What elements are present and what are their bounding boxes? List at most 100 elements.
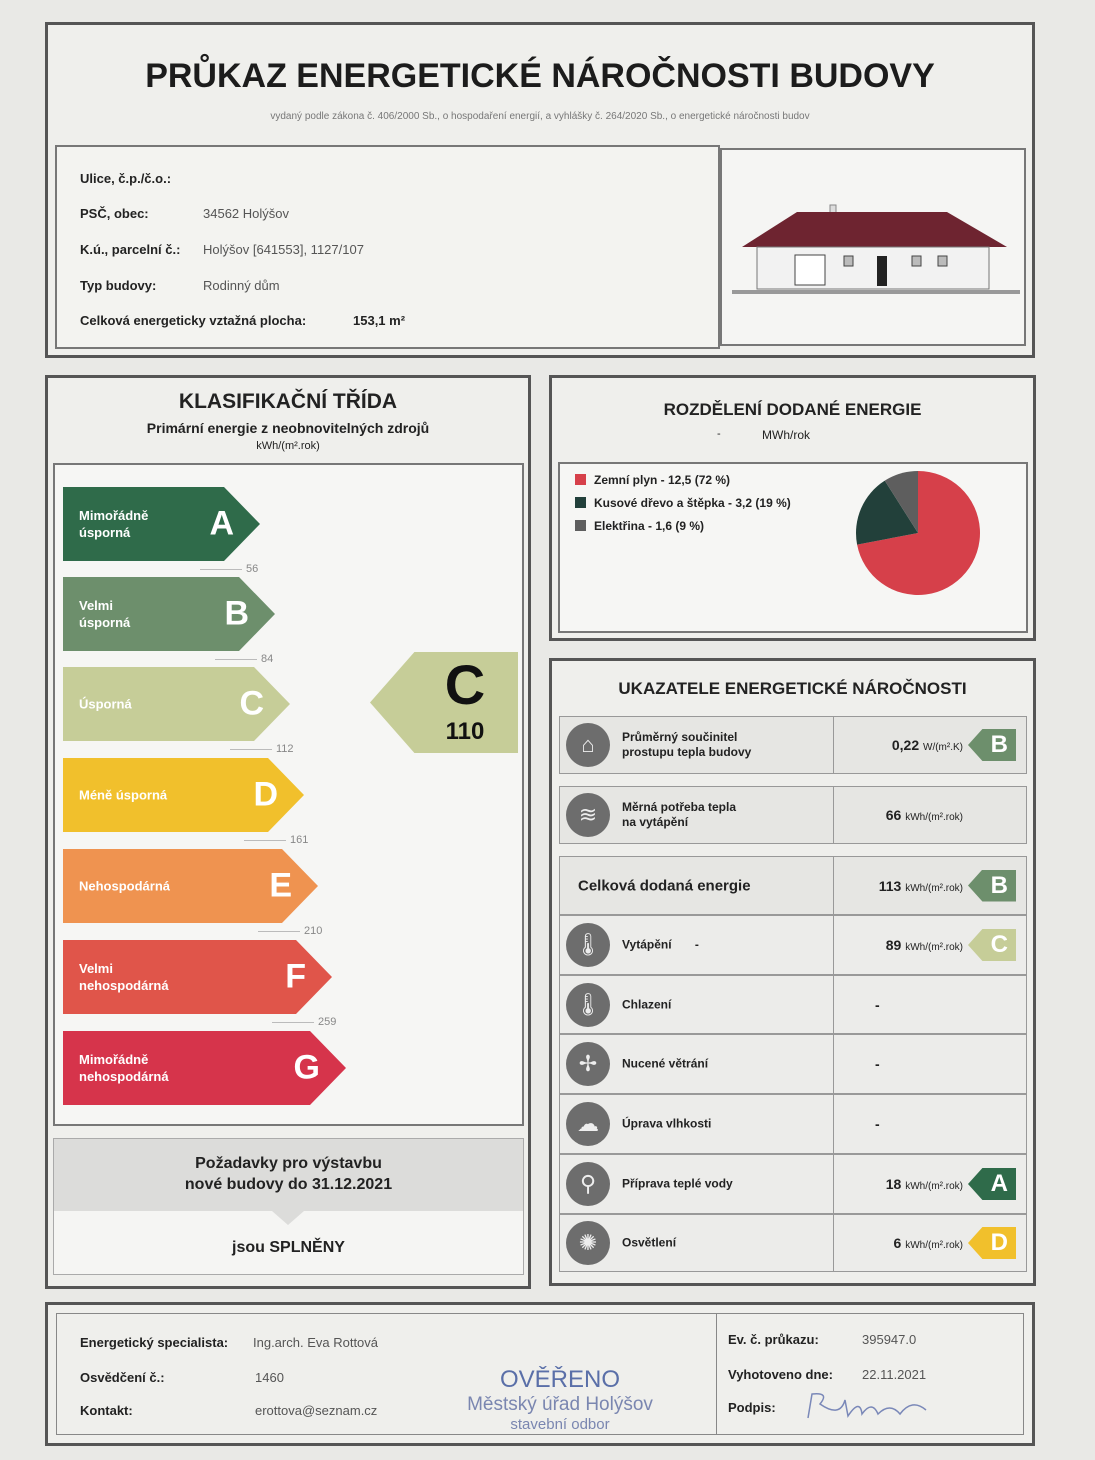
class-letter: F bbox=[285, 957, 306, 996]
pie-slice bbox=[856, 480, 918, 545]
class-bar-f: Velmi nehospodárná F bbox=[63, 940, 332, 1014]
verification-stamp: OVĚŘENO Městský úřad Holýšov stavební od… bbox=[430, 1366, 690, 1433]
class-badge: B bbox=[968, 869, 1016, 902]
class-badge: D bbox=[968, 1227, 1016, 1259]
class-label: Mimořádně úsporná bbox=[79, 508, 149, 540]
indicator-row: ⌂ Průměrný součinitel prostupu tepla budo… bbox=[559, 716, 1027, 774]
footer-value: 1460 bbox=[255, 1370, 284, 1385]
lightbulb-icon: ✺ bbox=[566, 1221, 610, 1265]
value-number: 113 bbox=[878, 877, 902, 894]
indicator-name: Chlazení bbox=[622, 997, 672, 1011]
indicator-row: ✢ Nucené větrání - bbox=[559, 1034, 1027, 1094]
footer-value: 22.11.2021 bbox=[862, 1367, 927, 1382]
class-threshold: 259 bbox=[318, 1016, 337, 1028]
class-letter: A bbox=[209, 504, 234, 543]
value-unit: W/(m².K) bbox=[923, 742, 963, 753]
document-subtitle: vydaný podle zákona č. 406/2000 Sb., o h… bbox=[270, 111, 810, 122]
class-label: Nehospodárná bbox=[79, 878, 171, 894]
cooling-thermometer-icon: 🌡 bbox=[566, 982, 610, 1027]
class-badge: C bbox=[968, 929, 1016, 961]
class-label: Úsporná bbox=[79, 696, 132, 712]
footer-label: Osvědčení č.: bbox=[80, 1370, 165, 1385]
legend-item: Kusové dřevo a štěpka - 3,2 (19 %) bbox=[575, 496, 791, 510]
footer-label: Podpis: bbox=[728, 1400, 776, 1415]
class-bar-e: Nehospodárná E bbox=[63, 849, 318, 923]
legend-item: Zemní plyn - 12,5 (72 %) bbox=[575, 473, 730, 487]
class-label: Méně úsporná bbox=[79, 787, 168, 803]
value-unit: kWh/(m².rok) bbox=[905, 1181, 963, 1192]
indicators-title: UKAZATELE ENERGETICKÉ NÁROČNOSTI bbox=[618, 679, 967, 698]
field-label: Ulice, č.p./č.o.: bbox=[80, 171, 172, 186]
class-letter: G bbox=[293, 1048, 320, 1087]
footer-value: 395947.0 bbox=[862, 1332, 917, 1347]
class-bar-d: Méně úsporná D bbox=[63, 758, 304, 832]
class-bar-a: Mimořádně úsporná A bbox=[63, 487, 260, 561]
indicator-value: - bbox=[875, 1056, 1003, 1072]
field-label: Typ budovy: bbox=[80, 278, 157, 293]
building-image-frame bbox=[720, 148, 1026, 346]
value-number: 6 bbox=[893, 1235, 902, 1251]
indicator-name: Průměrný součinitel prostupu tepla budov… bbox=[622, 730, 752, 759]
current-class-value: 110 bbox=[445, 718, 485, 745]
indicator-name: Nucené větrání bbox=[622, 1056, 709, 1071]
indicator-row: 🌡 Vytápění - 89 kWh/(m².rok) C bbox=[559, 915, 1027, 975]
document-title: PRŮKAZ ENERGETICKÉ NÁROČNOSTI BUDOVY bbox=[145, 57, 935, 95]
humidity-icon: ☁ bbox=[566, 1102, 610, 1146]
indicator-value: 18 kWh/(m².rok) bbox=[835, 1176, 963, 1192]
classification-title: KLASIFIKAČNÍ TŘÍDA bbox=[178, 390, 398, 413]
footer-label: Kontakt: bbox=[80, 1403, 133, 1418]
indicator-row: Celková dodaná energie 113 kWh/(m².rok) B bbox=[559, 856, 1027, 915]
building-info bbox=[55, 145, 720, 349]
class-label: Velmi nehospodárná bbox=[79, 961, 169, 993]
field-value: 153,1 m² bbox=[353, 313, 406, 328]
legend-item: Elektřina - 1,6 (9 %) bbox=[575, 519, 704, 533]
value-number: 89 bbox=[885, 937, 902, 953]
indicator-name: Měrná potřeba tepla na vytápění bbox=[622, 800, 737, 829]
class-label: Mimořádně nehospodárná bbox=[79, 1052, 169, 1084]
requirements-box: Požadavky pro výstavbu nové budovy do 31… bbox=[53, 1138, 524, 1275]
value-unit: kWh/(m².rok) bbox=[905, 942, 963, 953]
distribution-unit: MWh/rok bbox=[762, 428, 810, 442]
legend-swatch bbox=[575, 474, 586, 485]
field-label: PSČ, obec: bbox=[80, 206, 149, 221]
indicator-row: ≋ Měrná potřeba tepla na vytápění 66 kWh/(… bbox=[559, 786, 1027, 844]
field-value: Holýšov [641553], 1127/107 bbox=[203, 242, 364, 257]
classification-unit: kWh/(m².rok) bbox=[256, 440, 320, 452]
indicator-value: 89 kWh/(m².rok) bbox=[835, 937, 963, 953]
legend-swatch bbox=[575, 520, 586, 531]
legend-label: Elektřina - 1,6 (9 %) bbox=[594, 519, 705, 533]
faucet-icon: ⚲ bbox=[566, 1162, 610, 1206]
class-badge: A bbox=[968, 1168, 1016, 1200]
legend-swatch bbox=[575, 497, 586, 508]
indicator-row: ⚲ Příprava teplé vody 18 kWh/(m².rok) A bbox=[559, 1154, 1027, 1214]
class-letter: E bbox=[269, 866, 292, 905]
value-unit: kWh/(m².rok) bbox=[905, 812, 963, 823]
class-label: Velmi úsporná bbox=[79, 598, 131, 630]
heat-demand-icon: ≋ bbox=[566, 793, 610, 837]
heating-thermometer-icon: 🌡 bbox=[566, 923, 610, 967]
indicator-value: - bbox=[875, 1116, 1003, 1132]
footer-label: Ev. č. průkazu: bbox=[728, 1332, 819, 1347]
indicator-name: Příprava teplé vody bbox=[622, 1176, 733, 1191]
class-bar-c: Úsporná C bbox=[63, 667, 290, 741]
field-label: Celková energeticky vztažná plocha: bbox=[80, 313, 307, 328]
indicator-value: 113 kWh/(m².rok) bbox=[835, 878, 963, 894]
requirements-result: jsou SPLNĚNY bbox=[232, 1239, 345, 1256]
stamp-line-3: stavební odbor bbox=[510, 1416, 610, 1433]
requirements-title: Požadavky pro výstavbu nové budovy do 31… bbox=[184, 1155, 393, 1193]
indicator-name: Vytápění - bbox=[622, 937, 699, 952]
indicator-value: - bbox=[875, 997, 1003, 1013]
stamp-line-2: Městský úřad Holýšov bbox=[467, 1394, 653, 1415]
class-threshold: 210 bbox=[304, 925, 323, 937]
indicator-row: 🌡 Chlazení - bbox=[559, 975, 1027, 1034]
legend-label: Zemní plyn - 12,5 (72 %) bbox=[594, 473, 731, 487]
distribution-title: ROZDĚLENÍ DODANÉ ENERGIE bbox=[663, 400, 922, 419]
class-threshold: 56 bbox=[246, 563, 259, 575]
distribution-pie-chart bbox=[856, 471, 980, 595]
value-number: - bbox=[875, 996, 880, 1013]
indicator-name: Celková dodaná energie bbox=[578, 877, 751, 894]
pie-slice bbox=[857, 471, 980, 595]
footer-label: Energetický specialista: bbox=[80, 1335, 229, 1350]
class-letter: B bbox=[224, 594, 249, 633]
indicator-value: 0,22 W/(m².K) bbox=[835, 737, 963, 753]
